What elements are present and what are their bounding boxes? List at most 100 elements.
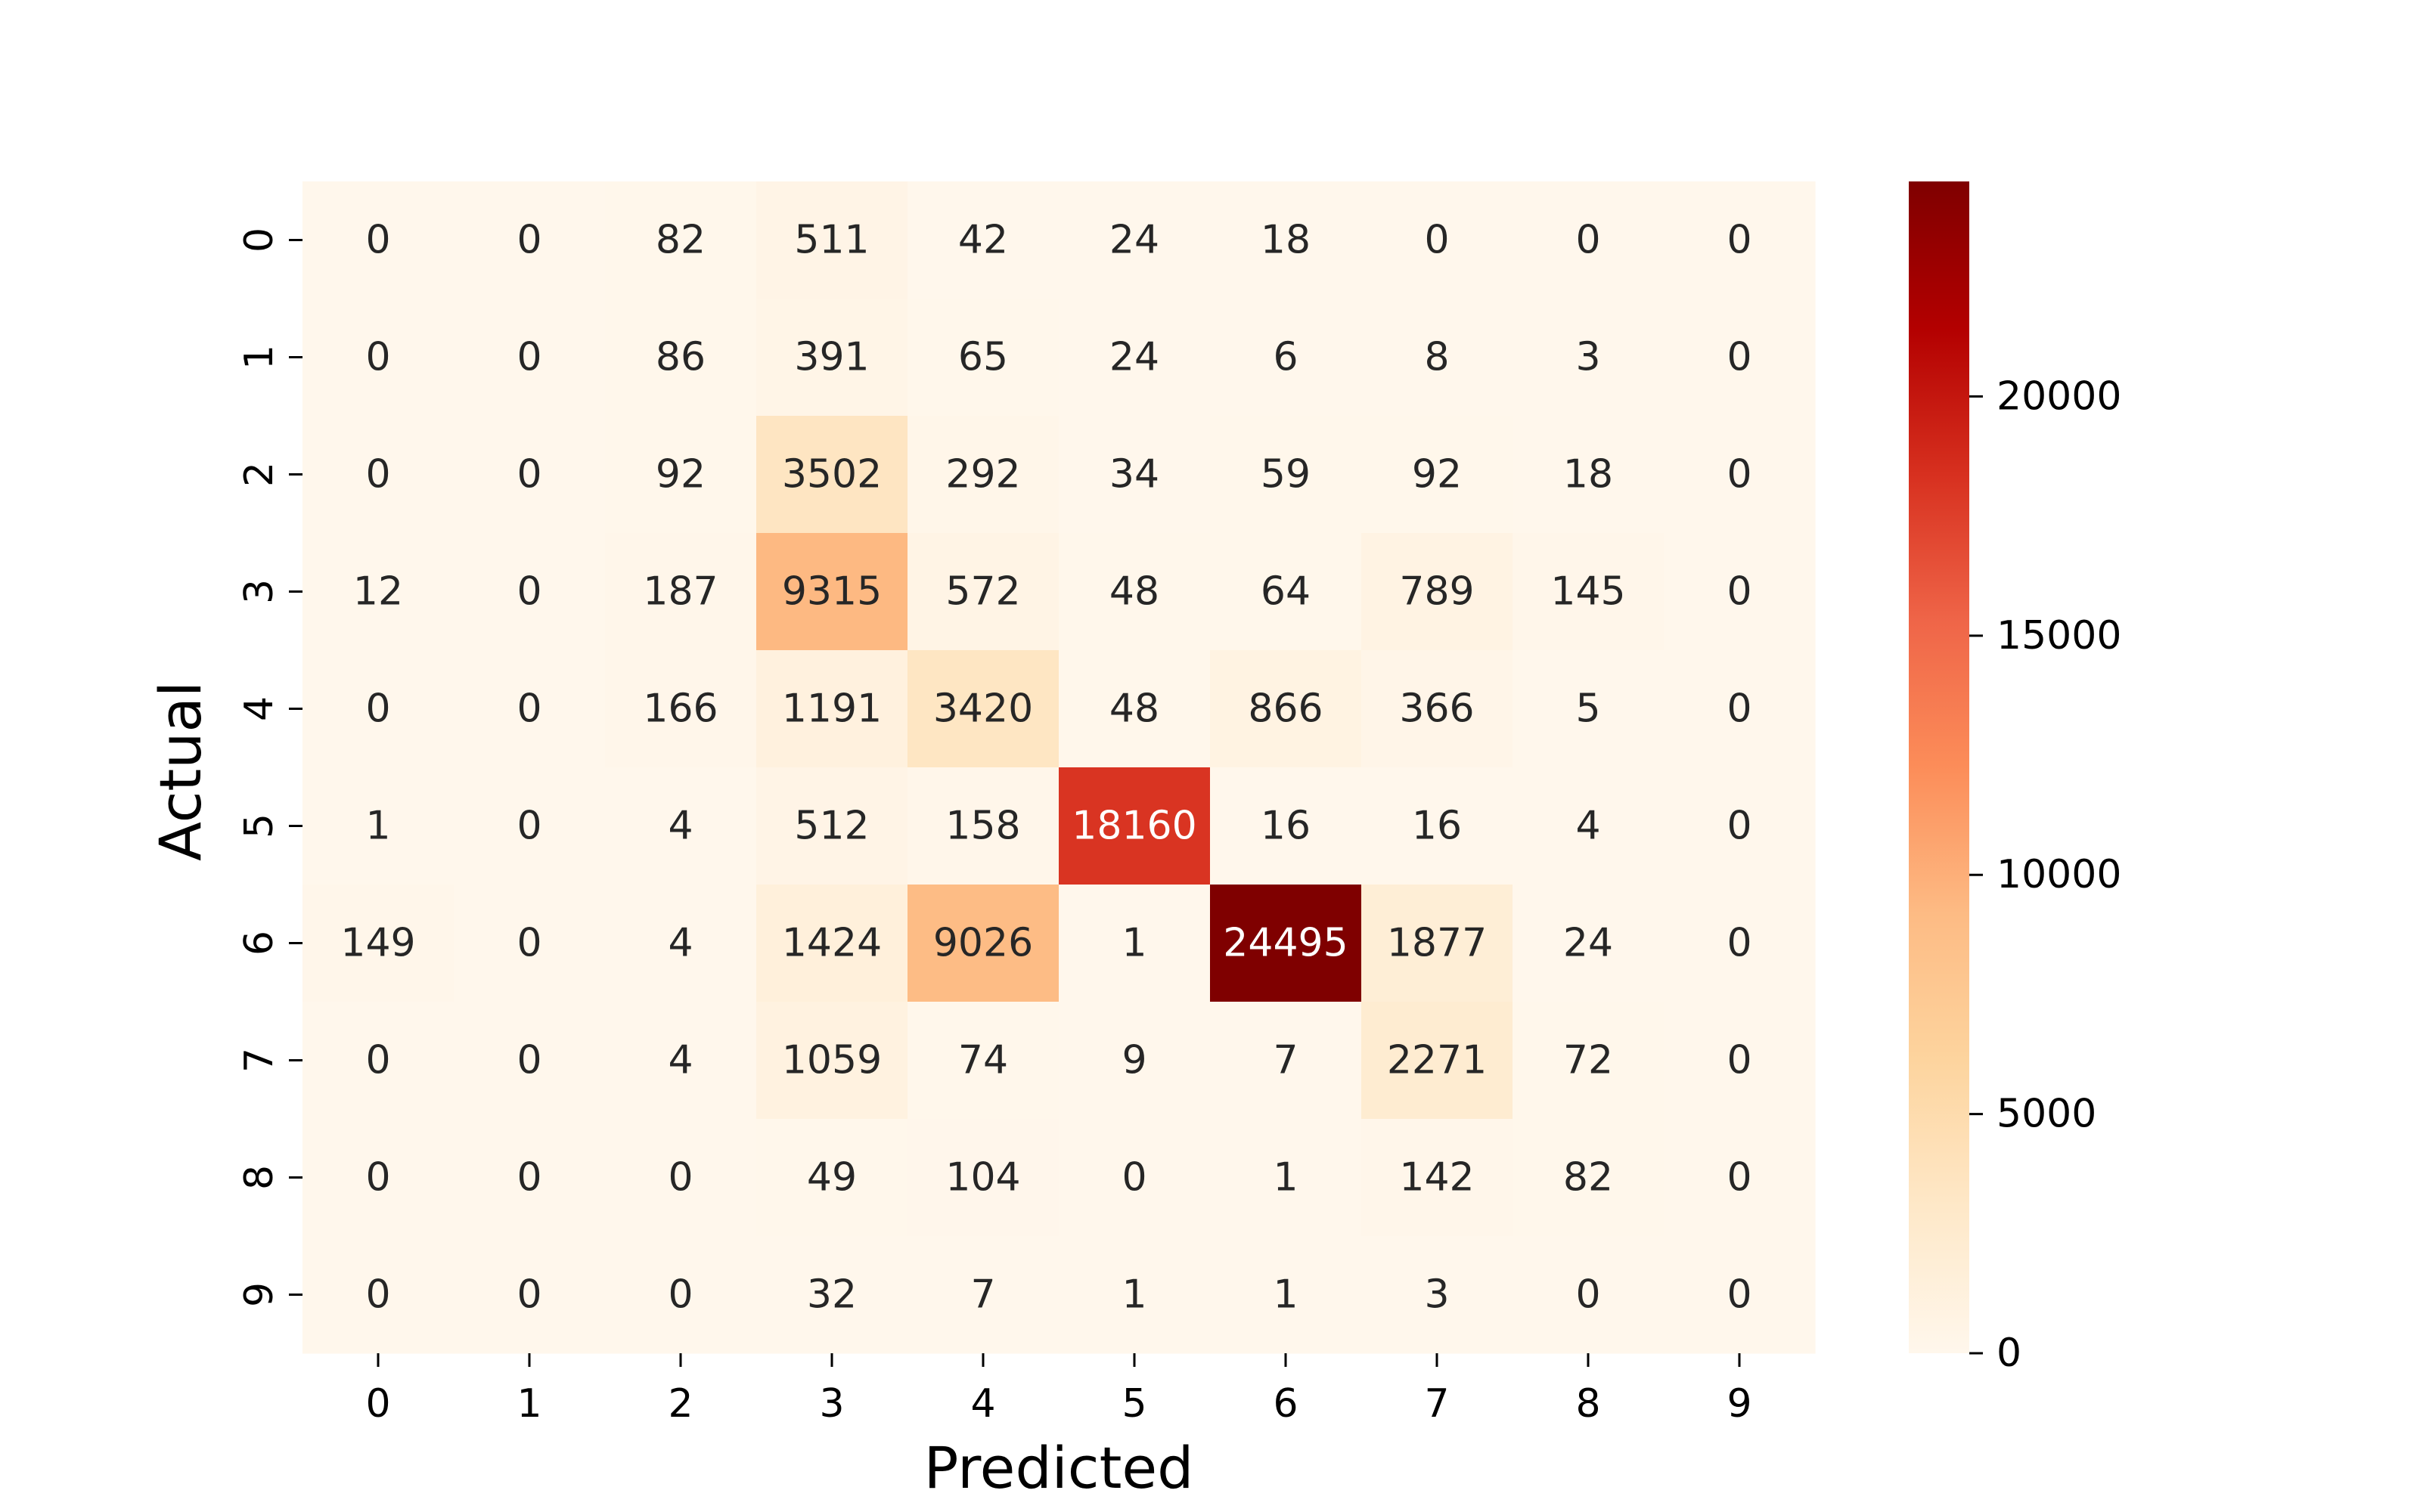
cell-value-label: 187 [643, 569, 718, 615]
y-axis: 0 1 2 3 4 5 6 7 8 9 [237, 228, 302, 1307]
heatmap-cell [1210, 1236, 1362, 1354]
heatmap-cell [908, 533, 1060, 651]
heatmap-cell [1361, 767, 1513, 885]
cell-value-label: 1059 [782, 1038, 882, 1083]
heatmap-cell [1512, 885, 1665, 1002]
x-tick-label: 5 [1122, 1381, 1146, 1427]
cell-value-label: 34 [1109, 452, 1159, 497]
cell-value-label: 1191 [782, 686, 882, 732]
colorbar: 0 5000 10000 15000 20000 [1909, 181, 2121, 1376]
heatmap-cell [1059, 299, 1211, 417]
heatmap-cell [756, 1236, 908, 1354]
cell-value-label: 0 [1727, 452, 1751, 497]
heatmap-cell [605, 650, 757, 768]
y-tick-label: 0 [237, 228, 282, 253]
x-axis-label: Predicted [924, 1434, 1194, 1501]
heatmap-cell [1512, 181, 1665, 299]
y-tick-label: 5 [237, 813, 282, 838]
heatmap-cell [454, 885, 606, 1002]
heatmap-cell [302, 650, 455, 768]
cell-value-label: 866 [1248, 686, 1323, 732]
heatmap-cell [1210, 767, 1362, 885]
cell-value-label: 104 [945, 1155, 1020, 1201]
cell-value-label: 48 [1109, 569, 1159, 615]
cell-value-label: 0 [517, 1272, 541, 1318]
heatmap-cell [908, 1236, 1060, 1354]
cell-value-label: 82 [1563, 1155, 1613, 1201]
heatmap-cell [908, 299, 1060, 417]
heatmap-cell [908, 885, 1060, 1002]
cell-value-label: 366 [1399, 686, 1474, 732]
heatmap-cell [454, 767, 606, 885]
cell-value-label: 572 [945, 569, 1020, 615]
cell-value-label: 0 [1727, 686, 1751, 732]
cell-value-label: 74 [958, 1038, 1008, 1083]
cell-value-label: 0 [1727, 569, 1751, 615]
heatmap-cell [908, 650, 1060, 768]
heatmap-cell [1361, 181, 1513, 299]
cell-value-label: 0 [1575, 1272, 1600, 1318]
cell-value-label: 1 [365, 804, 390, 849]
cell-value-label: 0 [1575, 218, 1600, 263]
heatmap-cell [302, 416, 455, 534]
x-tick-label: 7 [1424, 1381, 1449, 1427]
cell-value-label: 18 [1563, 452, 1613, 497]
cell-value-label: 0 [365, 1038, 390, 1083]
heatmap-cell [908, 181, 1060, 299]
cell-value-label: 0 [517, 335, 541, 380]
heatmap-cell [1664, 1002, 1816, 1120]
heatmap-cell [1664, 767, 1816, 885]
cell-value-label: 24 [1563, 921, 1613, 966]
heatmap-cell [1512, 1236, 1665, 1354]
heatmap-cell [1059, 767, 1211, 885]
cell-value-label: 9 [1122, 1038, 1146, 1083]
heatmap-cell [1664, 533, 1816, 651]
cell-value-label: 0 [1727, 1038, 1751, 1083]
x-tick-label: 1 [517, 1381, 541, 1427]
heatmap-cell [756, 885, 908, 1002]
heatmap-cell [605, 299, 757, 417]
heatmap-cell [1361, 1119, 1513, 1237]
cell-value-label: 9315 [782, 569, 882, 615]
heatmap-cell [1664, 181, 1816, 299]
cell-value-label: 0 [1727, 1155, 1751, 1201]
colorbar-tick-label: 15000 [1996, 613, 2121, 658]
cell-value-label: 42 [958, 218, 1008, 263]
heatmap-cell [454, 1002, 606, 1120]
cell-value-label: 8 [1424, 335, 1449, 380]
cell-value-label: 48 [1109, 686, 1159, 732]
heatmap-cell [1664, 1236, 1816, 1354]
heatmap-cell [454, 181, 606, 299]
cell-value-label: 49 [807, 1155, 857, 1201]
heatmap-cell [302, 1002, 455, 1120]
cell-value-label: 0 [365, 686, 390, 732]
cell-value-label: 0 [365, 218, 390, 263]
cell-value-label: 511 [794, 218, 869, 263]
cell-value-label: 0 [1424, 218, 1449, 263]
y-tick-label: 9 [237, 1282, 282, 1307]
cell-value-label: 0 [1727, 804, 1751, 849]
x-tick-label: 4 [970, 1381, 995, 1427]
x-tick-label: 0 [365, 1381, 390, 1427]
cell-value-label: 1 [1273, 1155, 1298, 1201]
heatmap-cell [1059, 416, 1211, 534]
cell-value-label: 0 [517, 569, 541, 615]
cell-value-label: 18160 [1072, 804, 1196, 849]
cell-value-label: 4 [668, 1038, 693, 1083]
heatmap-cell [1210, 885, 1362, 1002]
heatmap-cell [1059, 650, 1211, 768]
cell-value-label: 0 [517, 686, 541, 732]
colorbar-ticks: 0 5000 10000 15000 20000 [1969, 373, 2121, 1376]
y-tick-label: 6 [237, 931, 282, 956]
cell-value-label: 0 [517, 218, 541, 263]
cell-value-label: 7 [1273, 1038, 1298, 1083]
heatmap-cell [1512, 767, 1665, 885]
cell-value-label: 0 [1122, 1155, 1146, 1201]
heatmap-cell [1512, 1002, 1665, 1120]
y-tick-label: 8 [237, 1165, 282, 1190]
cell-value-label: 9026 [933, 921, 1033, 966]
cell-value-label: 32 [807, 1272, 857, 1318]
cell-value-label: 1 [1273, 1272, 1298, 1318]
heatmap-cell [1512, 533, 1665, 651]
